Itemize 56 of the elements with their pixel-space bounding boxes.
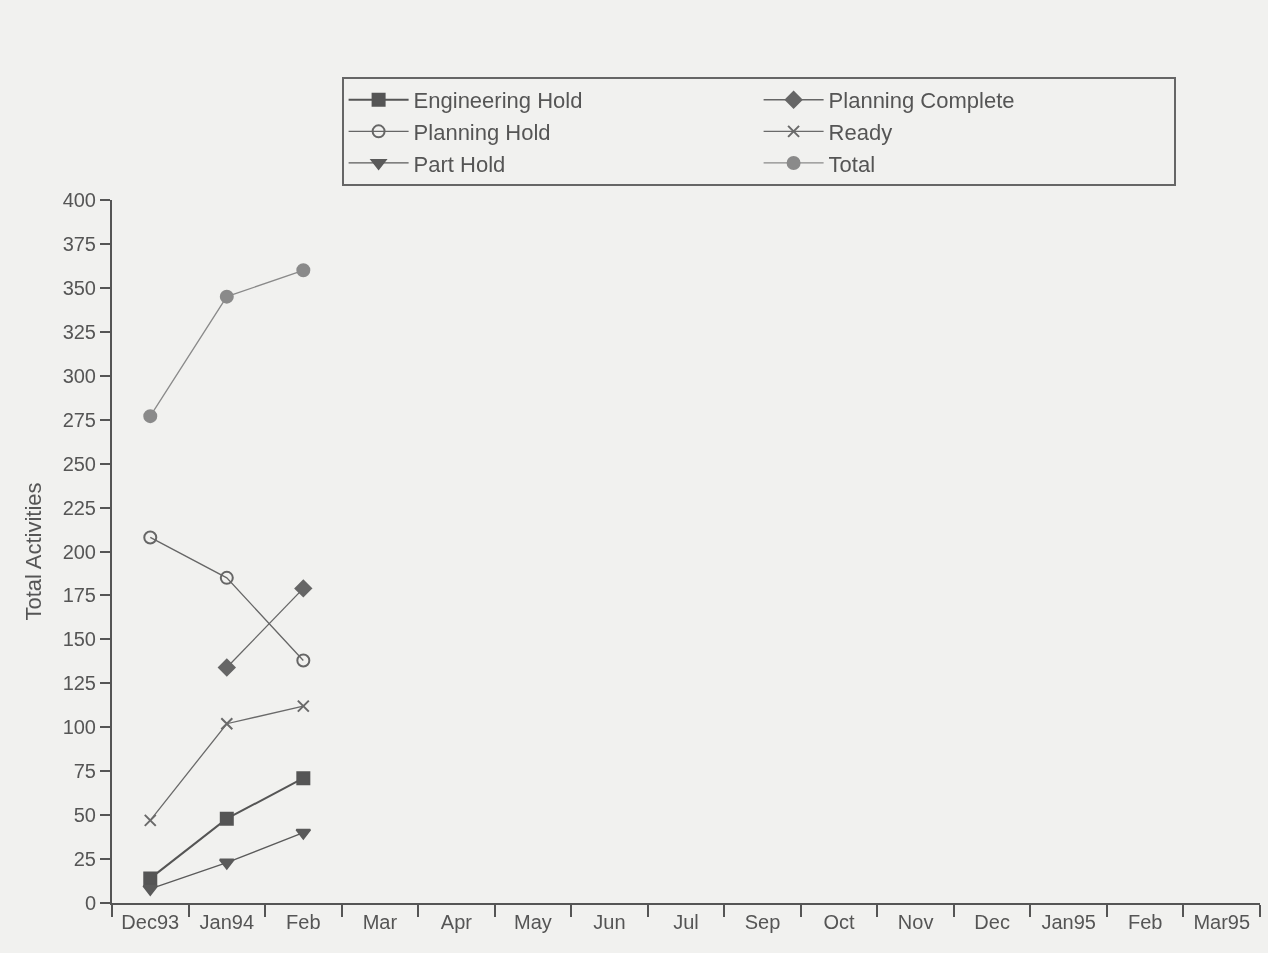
y-tick-label: 100 <box>62 716 96 739</box>
point <box>219 570 234 585</box>
y-axis-title: Total Activities <box>20 482 46 621</box>
y-tick-label: 150 <box>62 628 96 651</box>
x-tick-label: Oct <box>823 911 856 933</box>
x-tick-label: May <box>514 911 552 933</box>
x-tick-label: Feb <box>286 911 321 933</box>
point <box>142 884 159 896</box>
point <box>143 530 158 545</box>
point <box>294 579 313 598</box>
point <box>296 653 311 668</box>
point <box>296 699 310 713</box>
y-tick-label: 400 <box>62 189 96 211</box>
point <box>219 811 234 826</box>
x-tick-label: Apr <box>440 911 473 933</box>
point <box>296 771 311 786</box>
x-tick-label: Mar95 <box>1193 911 1251 933</box>
legend-label: Engineering Hold <box>413 88 583 114</box>
y-tick-label: 375 <box>62 232 96 255</box>
x-tick-label: Jun <box>593 911 626 933</box>
y-tick-label: 250 <box>62 452 96 475</box>
y-tick-label: 0 <box>84 892 96 914</box>
y-tick-label: 325 <box>62 320 96 343</box>
point <box>220 717 234 731</box>
point <box>143 871 158 886</box>
y-tick-label: 50 <box>73 804 96 827</box>
point <box>219 289 234 304</box>
legend-label: Planning Hold <box>413 119 551 145</box>
point <box>296 263 311 278</box>
x-tick-label: Feb <box>1127 911 1163 933</box>
x-tick-label: Sep <box>744 911 781 933</box>
y-tick-label: 125 <box>62 672 96 695</box>
y-tick-label: 75 <box>73 760 96 783</box>
x-tick-label: Mar <box>362 911 398 933</box>
point <box>143 409 158 424</box>
y-tick-label: 275 <box>62 408 96 431</box>
point <box>143 813 157 827</box>
x-tick-label: Dec93 <box>121 911 180 933</box>
legend-label: Part Hold <box>413 151 506 177</box>
x-tick-label: Nov <box>897 911 934 933</box>
y-tick-label: 225 <box>62 496 96 519</box>
point <box>218 858 235 870</box>
x-tick-label: Jan95 <box>1041 911 1096 933</box>
x-tick-label: Jul <box>673 911 699 933</box>
y-tick-label: 300 <box>62 364 96 387</box>
y-tick-label: 200 <box>62 540 96 563</box>
x-tick-label: Dec <box>974 911 1010 933</box>
x-tick-label: Jan94 <box>199 911 255 933</box>
legend-label: Ready <box>828 119 893 145</box>
y-tick-label: 25 <box>73 848 96 871</box>
point <box>295 828 312 840</box>
legend-label: Planning Complete <box>828 88 1015 114</box>
point <box>218 658 236 677</box>
y-tick-label: 175 <box>62 584 96 607</box>
legend-label: Total <box>828 151 876 177</box>
y-tick-label: 350 <box>62 276 96 299</box>
